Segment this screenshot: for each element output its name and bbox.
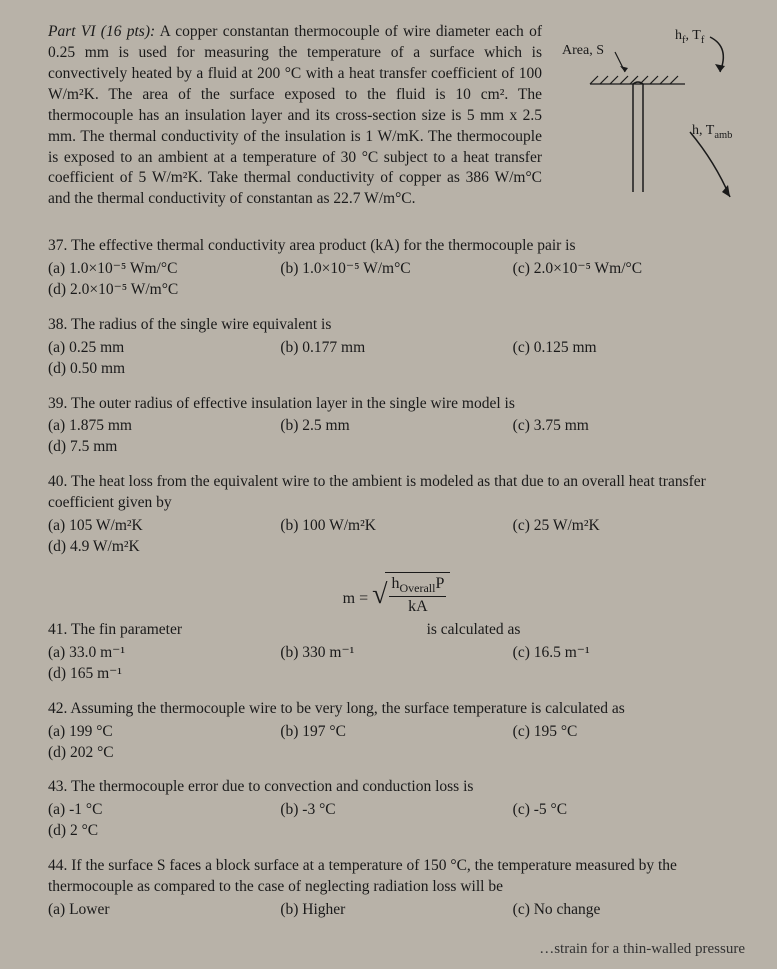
q39-c: (c) 3.75 mm bbox=[513, 416, 745, 437]
question-37: 37. The effective thermal conductivity a… bbox=[48, 236, 745, 301]
header-row: Part VI (16 pts): A copper constantan th… bbox=[48, 22, 745, 222]
fraction: hOverallP kA bbox=[385, 572, 450, 618]
q42-d: (d) 202 °C bbox=[48, 743, 745, 764]
q40-b: (b) 100 W/m²K bbox=[280, 516, 512, 537]
intro-text: A copper constantan thermocouple of wire… bbox=[48, 23, 542, 207]
question-38: 38. The radius of the single wire equiva… bbox=[48, 315, 745, 380]
q39-text: 39. The outer radius of effective insula… bbox=[48, 394, 745, 415]
question-41: m = √ hOverallP kA 41. The fin parameter… bbox=[48, 572, 745, 685]
q38-options: (a) 0.25 mm (b) 0.177 mm (c) 0.125 mm (d… bbox=[48, 338, 745, 380]
q43-c: (c) -5 °C bbox=[513, 800, 745, 821]
q40-c: (c) 25 W/m²K bbox=[513, 516, 745, 537]
q41-c: (c) 16.5 m⁻¹ bbox=[513, 643, 745, 664]
part-label: Part VI (16 pts): bbox=[48, 23, 155, 40]
q41-m-equals: m = bbox=[343, 590, 368, 607]
question-43: 43. The thermocouple error due to convec… bbox=[48, 777, 745, 842]
q37-a: (a) 1.0×10⁻⁵ Wm/°C bbox=[48, 259, 280, 280]
q38-d: (d) 0.50 mm bbox=[48, 359, 745, 380]
exam-page: Part VI (16 pts): A copper constantan th… bbox=[0, 0, 777, 969]
diagram-h-label: h, Tamb bbox=[692, 122, 732, 143]
q41-b: (b) 330 m⁻¹ bbox=[280, 643, 512, 664]
q37-b: (b) 1.0×10⁻⁵ W/m°C bbox=[280, 259, 512, 280]
thermocouple-diagram: Area, S hf, Tf h, Tamb bbox=[560, 22, 745, 222]
q43-a: (a) -1 °C bbox=[48, 800, 280, 821]
question-44: 44. If the surface S faces a block surfa… bbox=[48, 856, 745, 921]
q40-d: (d) 4.9 W/m²K bbox=[48, 537, 745, 558]
q41-a: (a) 33.0 m⁻¹ bbox=[48, 643, 280, 664]
q39-d: (d) 7.5 mm bbox=[48, 437, 745, 458]
q39-options: (a) 1.875 mm (b) 2.5 mm (c) 3.75 mm (d) … bbox=[48, 416, 745, 458]
q44-c: (c) No change bbox=[513, 900, 745, 921]
q39-a: (a) 1.875 mm bbox=[48, 416, 280, 437]
question-40: 40. The heat loss from the equivalent wi… bbox=[48, 472, 745, 558]
q43-options: (a) -1 °C (b) -3 °C (c) -5 °C (d) 2 °C bbox=[48, 800, 745, 842]
q42-c: (c) 195 °C bbox=[513, 722, 745, 743]
q40-options: (a) 105 W/m²K (b) 100 W/m²K (c) 25 W/m²K… bbox=[48, 516, 745, 558]
q41-tail: is calculated as bbox=[202, 620, 745, 641]
q43-text: 43. The thermocouple error due to convec… bbox=[48, 777, 745, 798]
q38-b: (b) 0.177 mm bbox=[280, 338, 512, 359]
sqrt-expression: √ hOverallP kA bbox=[372, 572, 450, 618]
q42-b: (b) 197 °C bbox=[280, 722, 512, 743]
question-42: 42. Assuming the thermocouple wire to be… bbox=[48, 699, 745, 764]
q44-text: 44. If the surface S faces a block surfa… bbox=[48, 856, 745, 898]
q37-options: (a) 1.0×10⁻⁵ Wm/°C (b) 1.0×10⁻⁵ W/m°C (c… bbox=[48, 259, 745, 301]
q39-b: (b) 2.5 mm bbox=[280, 416, 512, 437]
q43-d: (d) 2 °C bbox=[48, 821, 745, 842]
question-39: 39. The outer radius of effective insula… bbox=[48, 394, 745, 459]
q44-b: (b) Higher bbox=[280, 900, 512, 921]
footer-fragment: …strain for a thin-walled pressure bbox=[48, 939, 745, 959]
q38-c: (c) 0.125 mm bbox=[513, 338, 745, 359]
q37-c: (c) 2.0×10⁻⁵ Wm/°C bbox=[513, 259, 745, 280]
q42-options: (a) 199 °C (b) 197 °C (c) 195 °C (d) 202… bbox=[48, 722, 745, 764]
q38-text: 38. The radius of the single wire equiva… bbox=[48, 315, 745, 336]
q41-lead: 41. The fin parameter bbox=[48, 620, 182, 641]
diagram-hf-label: hf, Tf bbox=[675, 27, 704, 48]
q43-b: (b) -3 °C bbox=[280, 800, 512, 821]
diagram-area-label: Area, S bbox=[562, 42, 604, 61]
q37-text: 37. The effective thermal conductivity a… bbox=[48, 236, 745, 257]
q37-d: (d) 2.0×10⁻⁵ W/m°C bbox=[48, 280, 745, 301]
fraction-numerator: hOverallP bbox=[389, 573, 446, 597]
q41-row: 41. The fin parameter is calculated as bbox=[48, 620, 745, 641]
q38-a: (a) 0.25 mm bbox=[48, 338, 280, 359]
q42-text: 42. Assuming the thermocouple wire to be… bbox=[48, 699, 745, 720]
q41-d: (d) 165 m⁻¹ bbox=[48, 664, 745, 685]
problem-intro: Part VI (16 pts): A copper constantan th… bbox=[48, 22, 542, 222]
q40-a: (a) 105 W/m²K bbox=[48, 516, 280, 537]
q40-text: 40. The heat loss from the equivalent wi… bbox=[48, 472, 745, 514]
fraction-denominator: kA bbox=[389, 596, 446, 618]
q44-options: (a) Lower (b) Higher (c) No change bbox=[48, 900, 745, 921]
q41-formula: m = √ hOverallP kA bbox=[48, 572, 745, 618]
q41-options: (a) 33.0 m⁻¹ (b) 330 m⁻¹ (c) 16.5 m⁻¹ (d… bbox=[48, 643, 745, 685]
q44-a: (a) Lower bbox=[48, 900, 280, 921]
q42-a: (a) 199 °C bbox=[48, 722, 280, 743]
